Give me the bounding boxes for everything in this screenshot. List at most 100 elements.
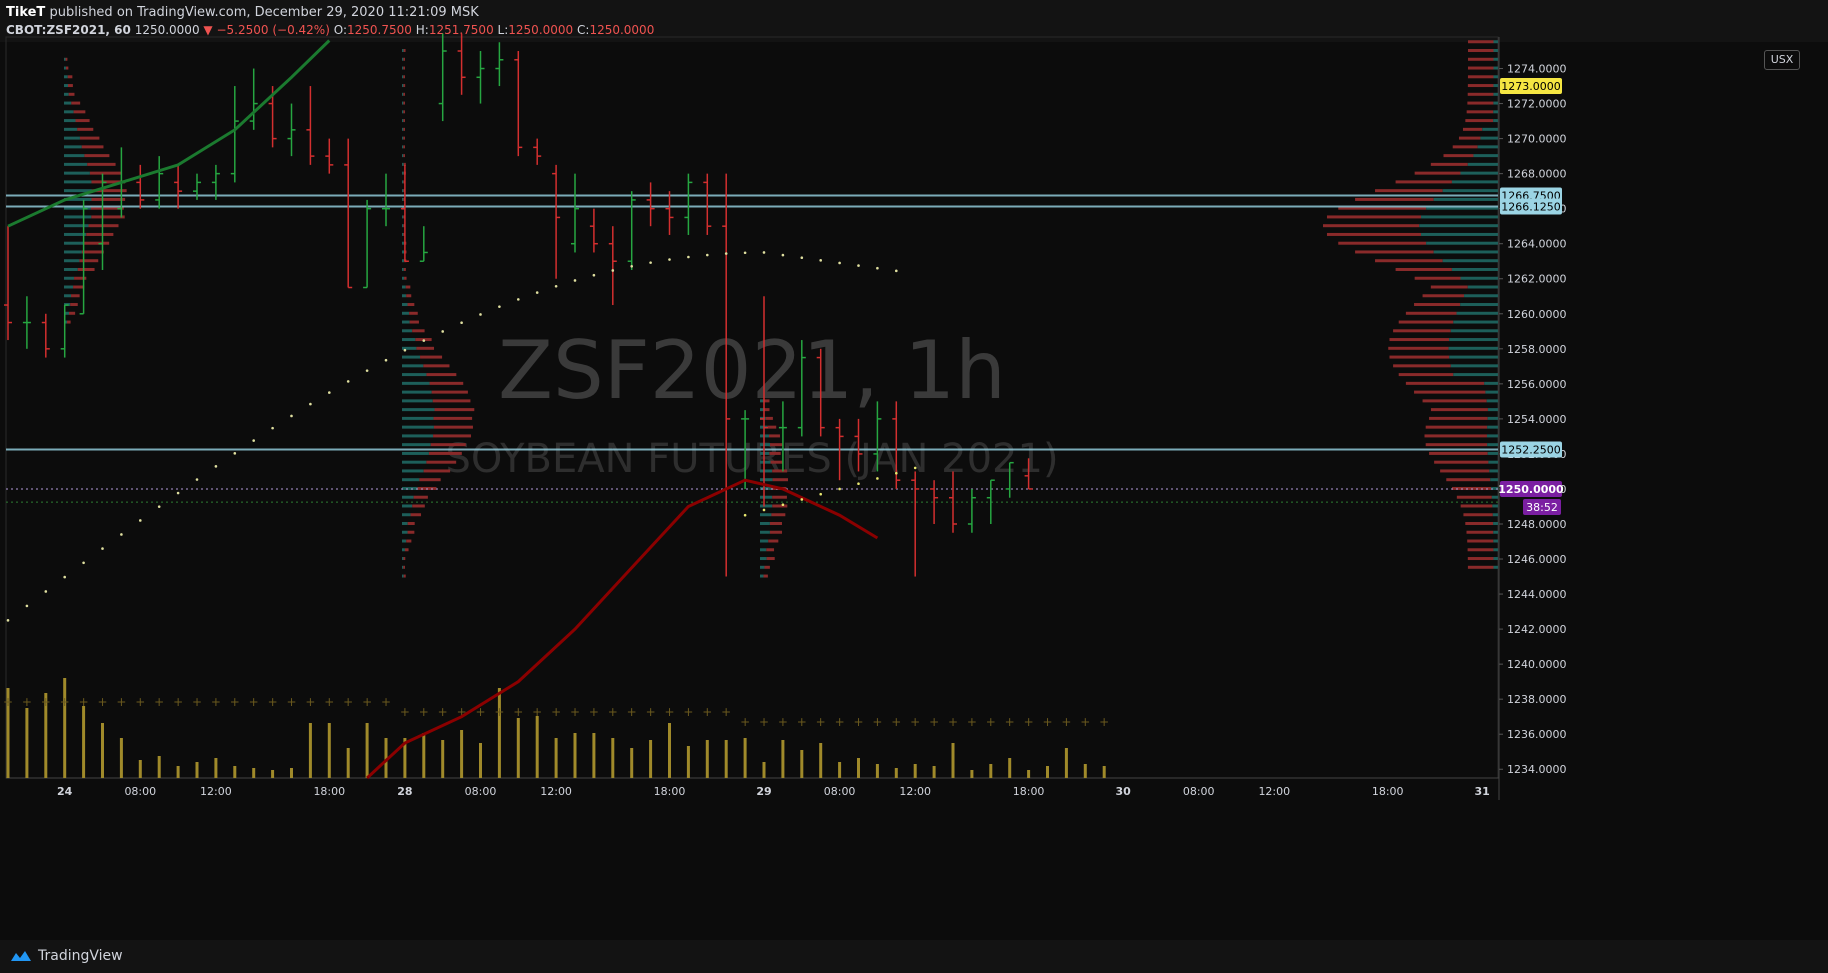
session-profile-29-down (769, 452, 780, 455)
session-profile-28-up (402, 294, 406, 297)
indicator-dot (838, 262, 841, 265)
indicator-dot (763, 509, 766, 512)
range-profile-up (1493, 531, 1498, 534)
indicator-dot (252, 439, 255, 442)
y-tick-label: 1272.0000 (1507, 98, 1567, 111)
indicator-dot (668, 258, 671, 261)
volume-ma-marker: + (589, 705, 599, 719)
session-profile-28-down (430, 382, 464, 385)
session-profile-29-down (768, 540, 778, 543)
volume-bar (649, 740, 652, 778)
range-profile-up (1434, 250, 1498, 253)
range-profile-down (1396, 268, 1452, 271)
volume-ma-marker: + (551, 705, 561, 719)
range-profile-up (1488, 452, 1498, 455)
indicator-dot (744, 251, 747, 254)
indicator-dot (819, 259, 822, 262)
range-profile-up (1449, 338, 1498, 341)
range-profile-up (1490, 478, 1498, 481)
tradingview-logo[interactable]: TradingView (10, 948, 123, 964)
session-profile-28-down (412, 329, 424, 332)
session-profile-29-down (772, 504, 787, 507)
session-profile-24-down (66, 58, 68, 61)
session-profile-29-up (760, 443, 770, 446)
session-profile-28-down (408, 522, 415, 525)
session-profile-28-up (402, 461, 426, 464)
session-profile-29-down (764, 575, 768, 578)
volume-bar (914, 764, 917, 778)
session-profile-29-down (771, 461, 784, 464)
range-profile-down (1466, 531, 1493, 534)
session-profile-24-up (64, 163, 87, 166)
session-profile-24-up (64, 215, 91, 218)
volume-ma-marker: + (230, 695, 240, 709)
moving-average-green (8, 41, 329, 227)
volume-ma-marker: + (22, 695, 32, 709)
volume-ma-marker: + (249, 695, 259, 709)
volume-ma-marker: + (891, 715, 901, 729)
volume-ma-marker: + (683, 705, 693, 719)
session-profile-28-up (402, 443, 431, 446)
session-profile-28-up (402, 373, 426, 376)
indicator-dot (271, 427, 274, 430)
range-profile-down (1468, 49, 1494, 52)
session-profile-28-up (402, 259, 404, 262)
session-profile-29-up (760, 496, 772, 499)
range-profile-up (1493, 522, 1498, 525)
range-profile-up (1478, 145, 1498, 148)
indicator-dot (536, 291, 539, 294)
range-profile-up (1451, 364, 1498, 367)
y-tick-label: 1236.0000 (1507, 728, 1567, 741)
session-profile-24-down (68, 84, 73, 87)
range-profile-up (1434, 198, 1498, 201)
session-profile-24-down (89, 224, 119, 227)
volume-bar (989, 764, 992, 778)
volume-bar (517, 718, 520, 778)
range-profile-up (1484, 382, 1498, 385)
volume-bar (290, 768, 293, 778)
session-profile-28-up (402, 75, 403, 78)
session-profile-28-up (402, 382, 430, 385)
session-profile-24-down (86, 233, 113, 236)
range-profile-down (1393, 364, 1451, 367)
volume-bar (1084, 764, 1087, 778)
range-profile-up (1421, 233, 1498, 236)
y-tick-label: 1258.0000 (1507, 343, 1567, 356)
range-profile-up (1493, 84, 1498, 87)
session-profile-28-down (423, 364, 449, 367)
session-profile-28-up (402, 154, 403, 157)
session-profile-28-up (402, 504, 412, 507)
session-profile-24-down (78, 268, 95, 271)
indicator-dot (215, 465, 218, 468)
range-profile-up (1485, 391, 1498, 394)
range-profile-up (1488, 408, 1498, 411)
range-profile-down (1406, 382, 1484, 385)
y-tick-label: 1240.0000 (1507, 658, 1567, 671)
session-profile-24-up (64, 119, 76, 122)
volume-bar (592, 733, 595, 778)
y-tick-label: 1256.0000 (1507, 378, 1567, 391)
price-label: 1250.0000 (1498, 483, 1564, 496)
range-profile-down (1465, 522, 1493, 525)
session-profile-24-up (64, 58, 66, 61)
session-profile-29-down (771, 513, 785, 516)
currency-button[interactable]: USX (1764, 50, 1800, 70)
range-profile-down (1399, 373, 1454, 376)
range-profile-up (1487, 434, 1498, 437)
volume-bar (120, 738, 123, 778)
y-tick-label: 1248.0000 (1507, 518, 1567, 531)
volume-bar (252, 768, 255, 778)
volume-ma-marker: + (343, 695, 353, 709)
volume-bar (1027, 770, 1030, 778)
volume-bar (82, 706, 85, 778)
session-profile-28-up (402, 312, 409, 315)
indicator-dot (517, 298, 520, 301)
volume-ma-marker: + (1005, 715, 1015, 729)
session-profile-24-down (82, 250, 104, 253)
session-profile-24-up (64, 128, 77, 131)
indicator-dot (574, 279, 577, 282)
volume-ma-marker: + (702, 705, 712, 719)
footer: TradingView (0, 940, 1828, 973)
session-profile-24-down (90, 172, 122, 175)
